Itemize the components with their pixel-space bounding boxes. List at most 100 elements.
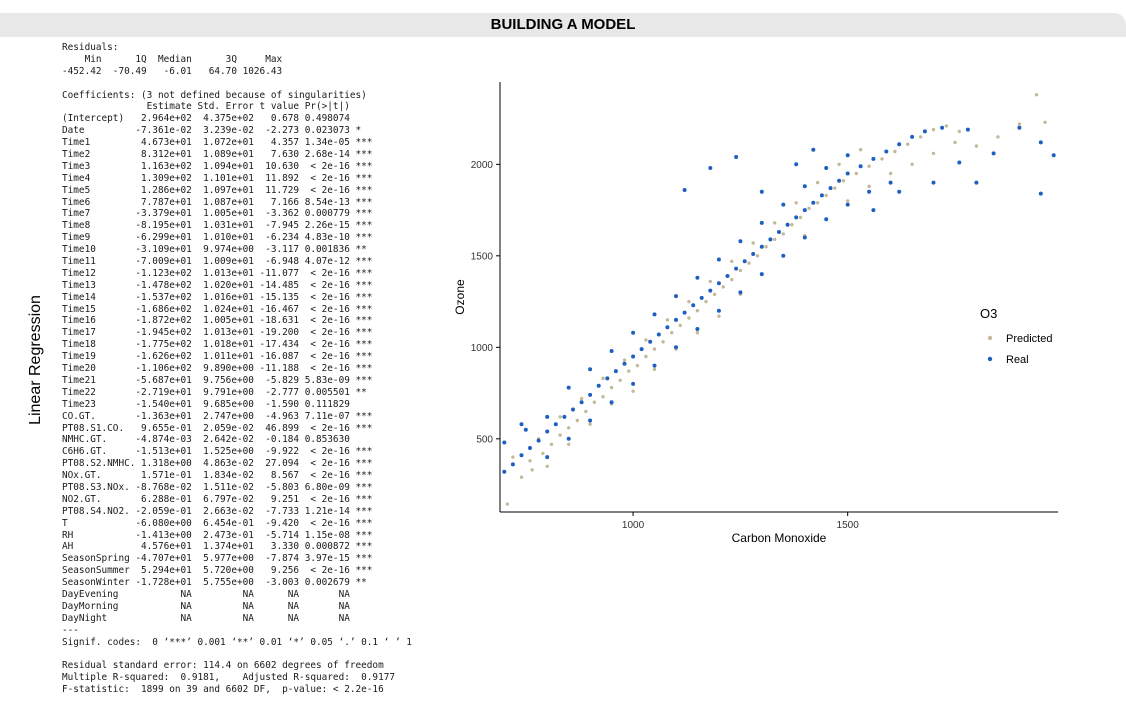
output-line: Multiple R-squared: 0.9181, Adjusted R-s…: [62, 672, 396, 684]
point-real: [824, 217, 829, 222]
point-real: [631, 330, 636, 335]
point-real: [974, 180, 979, 185]
output-line: C6H6.GT. -1.513e+01 1.525e+00 -9.922 < 2…: [62, 446, 373, 458]
point-predicted: [1034, 93, 1039, 97]
output-line: Time22 -2.719e+01 9.791e+00 -2.777 0.005…: [62, 386, 367, 398]
point-real: [734, 266, 739, 271]
point-real: [609, 349, 614, 353]
point-predicted: [721, 285, 725, 289]
point-real: [759, 244, 764, 249]
output-line: [62, 648, 412, 660]
point-real: [656, 332, 661, 337]
point-predicted: [781, 232, 785, 236]
output-line: Time1 4.673e+01 1.072e+01 4.357 1.34e-05…: [62, 137, 373, 149]
point-real: [1038, 191, 1043, 196]
output-line: RH -1.413e+00 2.473e-01 -5.714 1.15e-08 …: [62, 529, 373, 541]
point-real: [957, 160, 962, 165]
output-line: Time9 -6.299e+01 1.010e+01 -6.234 4.83e-…: [62, 232, 373, 244]
output-line: DayNight NA NA NA NA: [62, 612, 350, 624]
point-predicted: [567, 426, 571, 430]
point-predicted: [609, 385, 614, 390]
output-line: PT08.S2.NMHC. 1.318e+00 4.863e-02 27.094…: [62, 458, 373, 470]
point-predicted: [807, 206, 811, 210]
scatter-points: [502, 93, 1056, 506]
point-predicted: [652, 347, 657, 351]
output-line: SeasonSummer 5.294e+01 5.720e+00 9.256 <…: [62, 565, 373, 577]
output-line: Time18 -1.775e+02 1.018e+01 -17.434 < 2e…: [62, 339, 373, 351]
x-tick-label: 1500: [837, 520, 860, 531]
point-real: [845, 153, 850, 158]
output-line: Time14 -1.537e+02 1.016e+01 -15.135 < 2e…: [62, 291, 373, 303]
output-line: Min 1Q Median 3Q Max: [62, 53, 283, 65]
output-line: T -6.080e+00 6.454e-01 -9.420 < 2e-16 **…: [62, 517, 373, 529]
point-real: [884, 149, 889, 154]
point-predicted: [717, 314, 721, 318]
output-line: PT08.S4.NO2. -2.059e-01 2.663e-02 -7.733…: [62, 505, 373, 517]
point-predicted: [601, 395, 605, 399]
point-predicted: [678, 323, 682, 328]
point-real: [819, 193, 824, 198]
point-real: [897, 142, 902, 147]
point-real: [639, 347, 644, 352]
point-predicted: [833, 186, 837, 190]
point-predicted: [880, 157, 884, 161]
point-predicted: [601, 376, 605, 381]
x-tick-label: 1000: [622, 520, 645, 531]
point-predicted: [953, 140, 957, 145]
point-real: [502, 469, 507, 474]
output-line: Time5 1.286e+02 1.097e+01 11.729 < 2e-16…: [62, 184, 373, 196]
point-predicted: [575, 418, 579, 423]
point-real: [811, 147, 816, 152]
output-line: F-statistic: 1899 on 39 and 6602 DF, p-v…: [62, 684, 384, 696]
point-real: [588, 418, 593, 423]
point-real: [652, 363, 657, 368]
point-real: [828, 186, 833, 191]
point-predicted: [505, 502, 509, 506]
x-ticks: 1000 1500: [622, 512, 859, 531]
point-real: [566, 436, 571, 441]
point-real: [631, 354, 636, 359]
side-label: Linear Regression: [27, 295, 44, 425]
point-predicted: [695, 331, 700, 335]
point-real: [609, 400, 614, 405]
point-real: [751, 252, 756, 256]
point-real: [802, 208, 807, 213]
point-predicted: [618, 378, 622, 382]
point-predicted: [631, 389, 635, 393]
output-line: Time11 -7.009e+01 1.009e+01 -6.948 4.07e…: [62, 256, 373, 268]
point-predicted: [824, 193, 828, 198]
point-predicted: [730, 259, 734, 263]
point-real: [867, 189, 872, 194]
point-real: [897, 189, 902, 194]
point-real: [652, 312, 657, 317]
point-predicted: [511, 455, 515, 459]
point-predicted: [545, 464, 549, 468]
point-real: [605, 376, 610, 381]
point-predicted: [530, 468, 534, 472]
point-predicted: [854, 171, 858, 176]
output-line: ---: [62, 624, 79, 636]
output-line: (Intercept) 2.964e+02 4.375e+02 0.678 0.…: [62, 113, 350, 125]
point-real: [716, 281, 721, 286]
point-predicted: [588, 422, 592, 426]
point-predicted: [541, 451, 545, 456]
output-line: Time7 -3.379e+01 1.005e+01 -3.362 0.0007…: [62, 208, 373, 220]
regression-output: Residuals: Min 1Q Median 3Q Max -452.42 -…: [62, 42, 412, 696]
point-predicted: [687, 299, 691, 304]
point-real: [802, 184, 807, 189]
point-predicted: [738, 268, 743, 273]
point-real: [759, 220, 764, 225]
output-line: CO.GT. -1.363e+01 2.747e+00 -4.963 7.11e…: [62, 410, 373, 422]
point-predicted: [815, 201, 820, 205]
x-axis-title: Carbon Monoxide: [732, 531, 827, 545]
output-line: Coefficients: (3 not defined because of …: [62, 89, 367, 101]
point-predicted: [1017, 122, 1022, 126]
output-line: -452.42 -70.49 -6.01 64.70 1026.43: [62, 65, 283, 77]
point-predicted: [798, 215, 803, 220]
point-real: [648, 339, 653, 344]
point-predicted: [794, 201, 798, 205]
point-real: [777, 230, 781, 234]
point-real: [940, 125, 945, 130]
point-real: [631, 381, 636, 386]
point-real: [759, 189, 764, 194]
